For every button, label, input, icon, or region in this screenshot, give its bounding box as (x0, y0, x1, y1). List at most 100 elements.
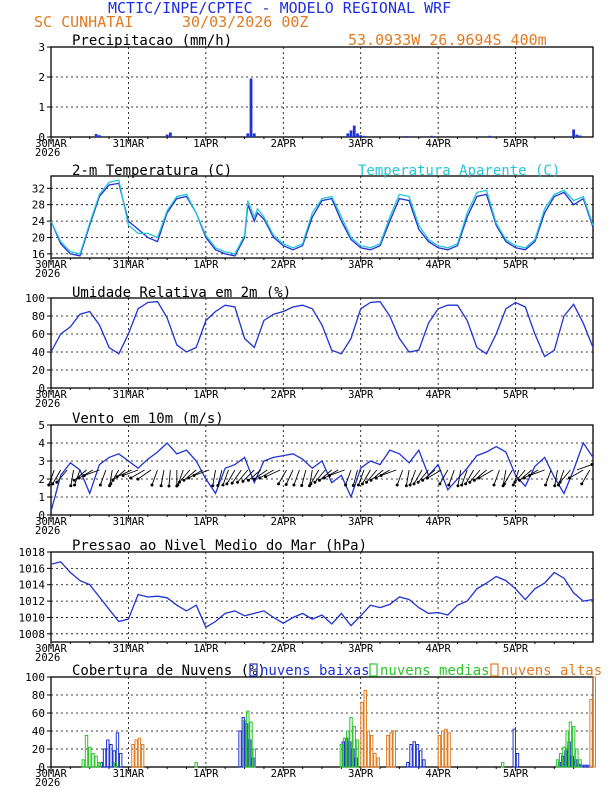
wind-arrow (581, 469, 591, 485)
x-tick-label: 2APR (271, 643, 297, 655)
wind-arrow-head (412, 482, 416, 486)
cloud-bar-nuvens-baixas (409, 744, 413, 768)
wind-arrow (439, 469, 449, 485)
legend-swatch (369, 663, 378, 677)
wind-arrow (112, 469, 126, 481)
x-tick-year: 2026 (35, 652, 60, 664)
wind-arrow-head (464, 482, 468, 486)
x-tick-label: 5APR (503, 259, 529, 271)
panel-title: Vento em 10m (m/s) (72, 411, 224, 427)
x-tick-label: 3APR (348, 643, 374, 655)
cloud-bar-nuvens-altas (360, 701, 364, 768)
wind-arrow (422, 469, 436, 481)
y-tick-label: 1008 (19, 628, 46, 641)
wind-arrow-head (395, 483, 399, 487)
y-tick-label: 40 (32, 725, 45, 738)
wind-arrow-head (277, 482, 281, 486)
cloud-bar-nuvens-medias (575, 748, 579, 768)
wind-arrow (427, 469, 442, 479)
wind-arrow-head (51, 482, 55, 486)
wind-arrow-head (292, 483, 296, 487)
cloud-bar-nuvens-medias (500, 762, 505, 768)
cloud-bar-nuvens-altas (373, 753, 377, 768)
cloud-bar-nuvens-baixas (118, 753, 123, 768)
wind-arrow-head (365, 480, 369, 484)
x-tick-label: 30MAR (35, 138, 67, 150)
wind-arrow-head (182, 478, 186, 482)
y-tick-label: 16 (32, 248, 45, 261)
x-tick-label: 3APR (348, 516, 374, 528)
precip-bar (488, 135, 492, 137)
cloud-bar-nuvens-medias (246, 710, 250, 768)
wind-arrow-head (77, 476, 81, 480)
cloud-bar-nuvens-medias (339, 744, 344, 768)
y-tick-label: 4 (38, 437, 45, 450)
wind-arrow-head (528, 473, 532, 477)
wind-arrow (448, 469, 455, 486)
x-tick-year: 2026 (35, 398, 60, 410)
x-tick-label: 2APR (271, 259, 297, 271)
x-tick-year: 2026 (35, 147, 60, 159)
x-tick-label: 2APR (271, 768, 297, 780)
wind-arrow-head (55, 480, 59, 484)
wind-arrow (193, 469, 210, 476)
wind-arrow-head (73, 483, 77, 487)
cloud-bar-nuvens-baixas (102, 748, 107, 768)
wind-arrow-head (192, 473, 196, 477)
panel-title: Pressao ao Nivel Medio do Mar (hPa) (72, 538, 367, 554)
y-tick-label: 0 (38, 761, 45, 774)
wind-arrow-head (502, 482, 506, 486)
wind-arrow (417, 469, 429, 483)
wind-arrow-head (252, 477, 256, 481)
y-tick-label: 100 (25, 292, 45, 305)
precip-bar (168, 132, 172, 137)
plot-frame (50, 676, 594, 768)
x-tick-label: 3APR (348, 389, 374, 401)
cloud-bar-nuvens-baixas (586, 764, 591, 768)
cloud-bar-nuvens-medias (571, 726, 576, 768)
y-tick-label: 2 (38, 473, 45, 486)
wind-arrow (405, 469, 410, 486)
wind-arrow-head (136, 477, 140, 481)
wind-arrow-head (408, 483, 412, 487)
cloud-bar-nuvens-medias (349, 717, 353, 768)
x-tick-label: 2APR (271, 138, 297, 150)
wind-arrow (381, 469, 397, 476)
precip-bar (404, 136, 408, 137)
wind-arrow (514, 469, 526, 483)
wind-arrow (99, 469, 107, 486)
wind-arrow-head (167, 484, 171, 488)
wind-arrow-head (328, 473, 332, 477)
y-tick-label: 0 (38, 382, 45, 395)
cloud-bar-nuvens-baixas (412, 741, 416, 768)
wind-arrow-head (356, 483, 360, 487)
y-tick-label: 3 (38, 455, 45, 468)
x-tick-label: 4APR (425, 389, 451, 401)
wind-arrow (212, 469, 216, 486)
wind-arrow (237, 469, 249, 483)
cloud-bar-nuvens-medias (559, 753, 563, 768)
wind-arrow (409, 469, 416, 486)
x-tick-label: 30MAR (35, 259, 67, 271)
wind-arrow (222, 469, 229, 486)
cloud-bar-nuvens-medias (97, 762, 102, 768)
wind-arrow-head (511, 483, 515, 487)
cloud-bar-nuvens-altas (444, 728, 448, 768)
cloud-bar-nuvens-medias (94, 755, 98, 768)
cloud-bar-nuvens-altas (447, 732, 451, 768)
wind-arrow-head (553, 484, 557, 488)
x-tick-label: 3APR (348, 259, 374, 271)
precip-bar (94, 134, 98, 137)
precip-bar (349, 130, 353, 137)
wind-arrow (362, 469, 371, 485)
cloud-bar-nuvens-medias (88, 746, 92, 768)
wind-arrow (493, 469, 500, 486)
wind-arrow (52, 469, 62, 485)
cloud-bar-nuvens-altas (592, 676, 596, 768)
cloud-bar-nuvens-baixas (415, 744, 420, 768)
panel-title: Cobertura de Nuvens (%) (72, 663, 266, 679)
series-line-umidade-relativa (50, 300, 594, 358)
y-tick-label: 1018 (19, 546, 46, 559)
wind-arrow-head (221, 483, 225, 487)
